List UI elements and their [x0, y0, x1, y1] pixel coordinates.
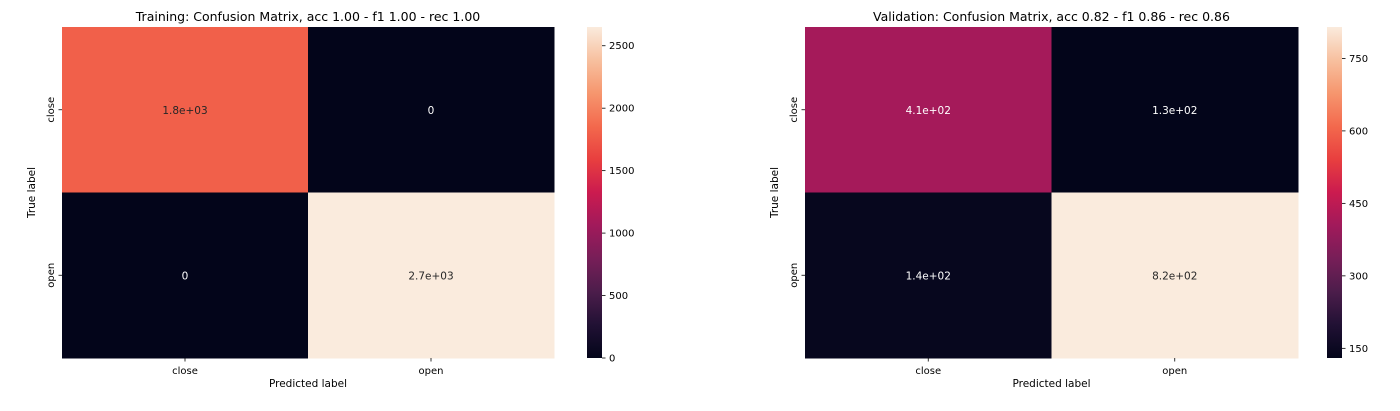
x-tick-label: close [915, 366, 941, 377]
colorbar-tick-label: 600 [1349, 126, 1368, 137]
heatmap-cell [62, 192, 309, 359]
validation-confusion-matrix: Validation: Confusion Matrix, acc 0.82 -… [769, 9, 1368, 390]
colorbar-tick-label: 1500 [609, 166, 634, 177]
heatmap-cell [1051, 27, 1299, 193]
cell-annotation: 0 [182, 270, 189, 282]
colorbar-tick-label: 150 [1349, 344, 1368, 355]
colorbar-tick-label: 300 [1349, 271, 1368, 282]
heatmap-cell [805, 192, 1052, 359]
heatmap-cell [308, 192, 555, 359]
cell-annotation: 1.8e+03 [162, 105, 207, 117]
cell-annotation: 4.1e+02 [906, 105, 951, 117]
y-tick-label: open [789, 263, 800, 288]
heatmap-cell [1051, 192, 1299, 359]
colorbar-tick-label: 450 [1349, 199, 1368, 210]
x-tick-label: close [172, 366, 198, 377]
x-tick-label: open [1162, 366, 1187, 377]
colorbar-tick-label: 1000 [609, 229, 634, 240]
cell-annotation: 2.7e+03 [408, 270, 453, 282]
y-tick-label: close [789, 97, 800, 123]
cell-annotation: 0 [428, 105, 435, 117]
chart-title: Validation: Confusion Matrix, acc 0.82 -… [873, 9, 1230, 24]
colorbar-tick-label: 2500 [609, 41, 634, 52]
y-tick-label: close [46, 97, 57, 123]
colorbar-tick-label: 2000 [609, 104, 634, 115]
heatmap-cell [805, 27, 1052, 193]
colorbar-tick-label: 500 [609, 291, 628, 302]
x-tick-label: open [419, 366, 444, 377]
chart-title: Training: Confusion Matrix, acc 1.00 - f… [135, 9, 481, 24]
y-axis-label: True label [769, 167, 781, 219]
training-confusion-matrix: Training: Confusion Matrix, acc 1.00 - f… [26, 9, 634, 390]
colorbar [1327, 27, 1342, 358]
colorbar-tick-label: 0 [609, 354, 615, 365]
cell-annotation: 1.4e+02 [906, 270, 951, 282]
cell-annotation: 1.3e+02 [1152, 105, 1197, 117]
x-axis-label: Predicted label [1012, 378, 1090, 390]
heatmap-cell [62, 27, 309, 193]
heatmap-cell [308, 27, 555, 193]
colorbar [587, 27, 602, 358]
cell-annotation: 8.2e+02 [1152, 270, 1197, 282]
y-tick-label: open [46, 263, 57, 288]
colorbar-tick-label: 750 [1349, 54, 1368, 65]
x-axis-label: Predicted label [269, 378, 347, 390]
y-axis-label: True label [26, 167, 38, 219]
